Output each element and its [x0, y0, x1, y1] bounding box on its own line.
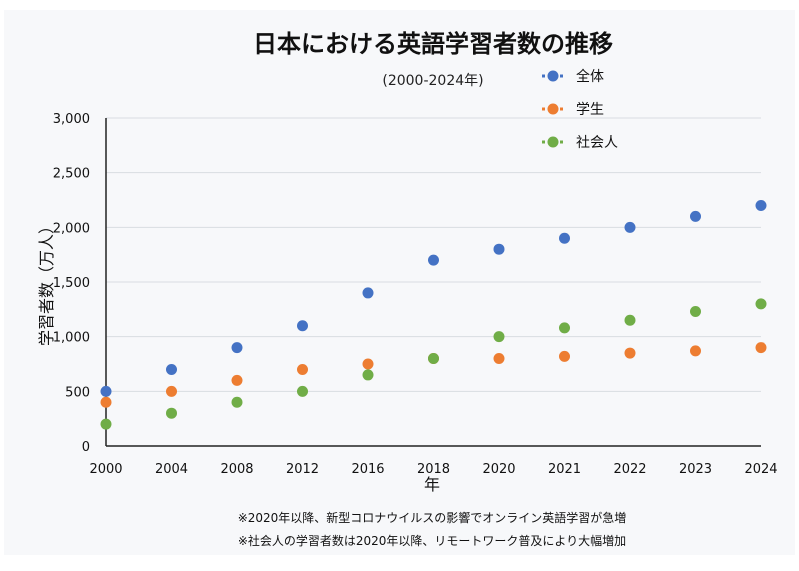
- footnote-2: ※社会人の学習者数は2020年以降、リモートワーク普及により大幅増加: [238, 533, 626, 548]
- y-tick-label: 2,000: [53, 221, 90, 236]
- x-tick-label: 2020: [482, 462, 515, 477]
- point-全体-2020: [493, 243, 505, 255]
- point-全体-2016: [362, 287, 374, 299]
- point-全体-2024: [755, 199, 767, 211]
- x-tick-label: 2018: [417, 462, 450, 477]
- x-tick-label: 2022: [613, 462, 646, 477]
- point-全体-2008: [231, 342, 243, 354]
- y-tick-label: 3,000: [53, 112, 90, 127]
- x-tick-labels: 2000 2004 2008 2012 2016 2018 2020 2021 2022 2023…: [89, 462, 777, 477]
- point-社会人-2024: [755, 298, 767, 310]
- footnote-1: ※2020年以降、新型コロナウイルスの影響でオンライン英語学習が急増: [238, 510, 627, 525]
- point-全体-2004: [166, 363, 177, 375]
- grid-lines: [106, 117, 761, 392]
- legend-marker-学生: [547, 103, 559, 115]
- x-tick-label: 2024: [744, 462, 777, 477]
- point-学生-2008: [231, 374, 243, 386]
- point-全体-2022: [624, 221, 636, 233]
- point-社会人-2018: [428, 353, 439, 365]
- point-社会人-2008: [231, 396, 243, 408]
- x-tick-label: 2023: [679, 462, 712, 477]
- point-社会人-2023: [690, 306, 701, 318]
- x-tick-label: 2012: [286, 462, 319, 477]
- y-tick-label: 2,500: [53, 167, 90, 182]
- point-全体-2000: [100, 385, 112, 397]
- y-tick-labels: 0 500 1,000 1,500 2,000 2,500 3,000: [53, 112, 90, 455]
- y-tick-label: 0: [82, 440, 90, 455]
- point-社会人-2022: [624, 314, 636, 326]
- legend-marker-社会人: [547, 136, 559, 148]
- point-社会人-2012: [297, 385, 308, 397]
- x-tick-label: 2004: [155, 462, 188, 477]
- point-社会人-2020: [493, 331, 505, 343]
- point-学生-2024: [755, 342, 767, 354]
- legend-label-全体: 全体: [576, 68, 604, 85]
- point-学生-2000: [100, 396, 112, 408]
- point-学生-2016: [362, 358, 374, 370]
- point-学生-2023: [690, 345, 701, 357]
- legend-marker-全体: [547, 70, 559, 82]
- y-tick-label: 500: [65, 385, 90, 400]
- x-tick-label: 2021: [548, 462, 581, 477]
- point-社会人-2004: [166, 407, 177, 419]
- point-全体-2021: [559, 232, 570, 244]
- point-全体-2023: [690, 210, 701, 222]
- point-全体-2018: [428, 254, 439, 266]
- legend-label-社会人: 社会人: [576, 135, 618, 151]
- point-社会人-2021: [559, 322, 570, 334]
- y-tick-label: 1,500: [53, 276, 90, 291]
- data-points: [100, 199, 767, 430]
- point-学生-2020: [493, 353, 505, 365]
- x-axis-title: 年: [424, 475, 440, 494]
- y-tick-label: 1,000: [53, 331, 90, 346]
- x-tick-label: 2008: [220, 462, 253, 477]
- x-tick-label: 2000: [89, 462, 122, 477]
- point-学生-2021: [559, 350, 570, 362]
- chart-subtitle: (2000-2024年): [382, 73, 483, 89]
- point-学生-2012: [297, 363, 308, 375]
- point-社会人-2016: [362, 369, 374, 381]
- chart-title: 日本における英語学習者数の推移: [253, 30, 613, 58]
- point-社会人-2000: [100, 418, 112, 430]
- point-全体-2012: [297, 320, 308, 332]
- point-学生-2004: [166, 385, 177, 397]
- legend-label-学生: 学生: [576, 102, 604, 118]
- x-tick-label: 2016: [351, 462, 384, 477]
- y-axis-title: 学習者数（万人）: [37, 218, 56, 346]
- point-学生-2022: [624, 347, 636, 359]
